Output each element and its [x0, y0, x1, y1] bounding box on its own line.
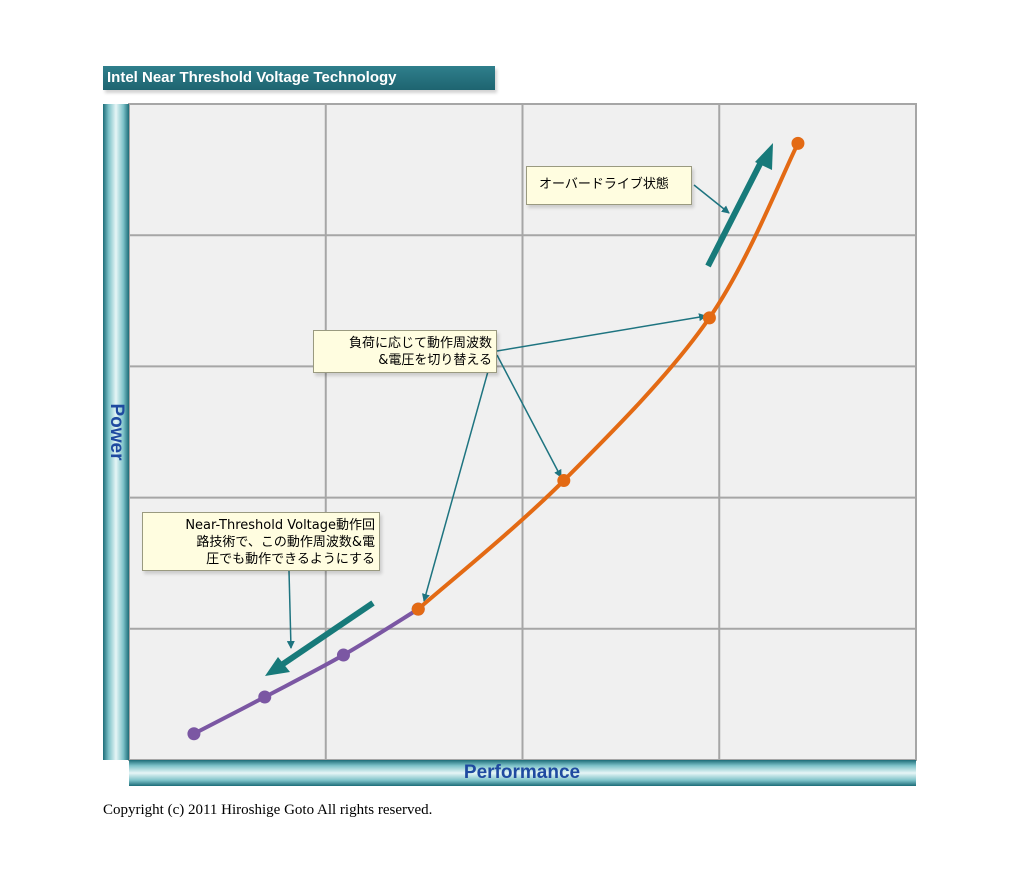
- pointer-switch-mid: [496, 354, 562, 478]
- pointer-ntv: [286, 570, 295, 649]
- callout-overdrive-text: オーバードライブ状態: [539, 177, 669, 192]
- callout-ntv-line-3: 圧でも動作できるようにする: [206, 552, 375, 567]
- data-point-normal-and-overdrive-3: [702, 311, 716, 325]
- callout-switch-freq-voltage: 負荷に応じて動作周波数 &電圧を切り替える: [313, 330, 497, 373]
- data-point-normal-and-overdrive-2: [557, 474, 571, 488]
- copyright-notice: Copyright (c) 2011 Hiroshige Goto All ri…: [103, 802, 433, 818]
- series-line-normal-and-overdrive: [416, 141, 800, 612]
- callout-near-threshold: Near-Threshold Voltage動作回 路技術で、この動作周波数&電…: [142, 512, 380, 571]
- series-line-near-threshold: [191, 607, 421, 736]
- arrow-ntv-down-head: [265, 657, 290, 676]
- arrow-ntv-down-shaft: [281, 600, 375, 667]
- direction-arrows: [265, 143, 773, 676]
- data-point-near-threshold-3: [336, 648, 350, 662]
- chart-title: Intel Near Threshold Voltage Technology: [107, 69, 397, 86]
- callout-overdrive: オーバードライブ状態: [526, 166, 692, 205]
- grid-lines: [129, 104, 916, 760]
- pointer-overdrive: [693, 184, 730, 214]
- data-point-normal-and-overdrive-1: [411, 602, 425, 616]
- callout-ntv-line-1: Near-Threshold Voltage動作回: [185, 518, 375, 533]
- y-axis-bar: [103, 104, 129, 760]
- x-axis-bar: [129, 760, 916, 786]
- callout-switch-line-2: &電圧を切り替える: [378, 353, 492, 368]
- pointer-switch-high: [496, 313, 707, 352]
- callout-ntv-line-2: 路技術で、この動作周波数&電: [196, 535, 375, 550]
- series-layer: [187, 136, 805, 741]
- data-point-normal-and-overdrive-4: [791, 136, 805, 150]
- arrow-overdrive-up-head: [755, 143, 773, 170]
- data-point-near-threshold-1: [187, 727, 201, 741]
- x-axis-label: Performance: [463, 762, 581, 783]
- callout-switch-line-1: 負荷に応じて動作周波数: [348, 336, 492, 351]
- arrow-overdrive-up-shaft: [705, 158, 765, 268]
- y-axis-label: Power: [106, 403, 127, 461]
- data-point-near-threshold-2: [258, 690, 272, 704]
- chart-title-banner: Intel Near Threshold Voltage Technology: [103, 66, 495, 90]
- pointer-switch-low: [422, 356, 493, 602]
- callout-pointers: [286, 184, 730, 649]
